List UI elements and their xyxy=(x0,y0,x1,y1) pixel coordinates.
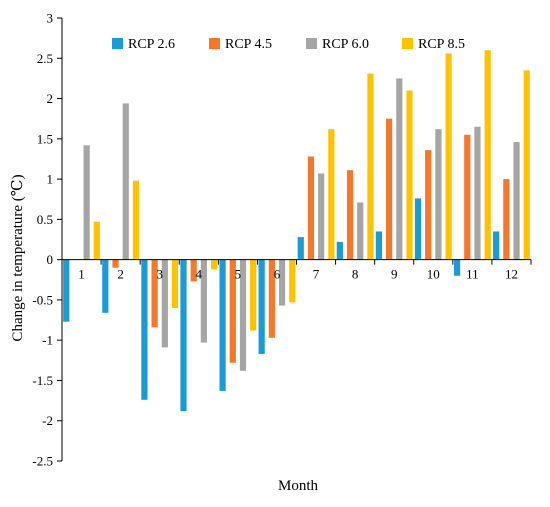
y-tick-label: 0.5 xyxy=(37,212,53,227)
x-tick-label-month-8: 8 xyxy=(352,267,359,282)
legend-label: RCP 8.5 xyxy=(418,37,465,52)
bar-rcp-2-6-month-7 xyxy=(297,237,304,260)
y-tick-label: -2.5 xyxy=(32,454,53,469)
axes-layer xyxy=(61,18,532,461)
bar-rcp-8-5-month-5 xyxy=(250,259,257,331)
bar-rcp-6-0-month-8 xyxy=(357,202,364,260)
bar-rcp-8-5-month-9 xyxy=(406,90,413,260)
x-tick-label-month-9: 9 xyxy=(391,267,398,282)
y-ticks-layer: 3 2.5 2 1.5 1 0.5 0 -0.5 -1 -1.5 -2 -2.5 xyxy=(32,11,62,469)
bar-rcp-2-6-month-4 xyxy=(180,259,187,412)
bar-rcp-4-5-month-3 xyxy=(151,259,158,328)
bar-rcp-8-5-month-4 xyxy=(210,259,218,270)
bar-rcp-6-0-month-10 xyxy=(435,129,442,260)
bar-rcp-4-5-month-11 xyxy=(464,134,471,260)
bar-rcp-4-5-month-12 xyxy=(503,179,510,260)
bar-rcp-8-5-month-2 xyxy=(132,180,140,260)
bar-rcp-2-6-month-6 xyxy=(258,259,265,354)
y-tick-label: 1 xyxy=(47,172,54,187)
bar-rcp-4-5-month-5 xyxy=(229,259,236,363)
bar-rcp-4-5-month-6 xyxy=(268,259,275,338)
bar-rcp-6-0-month-9 xyxy=(396,78,403,260)
bar-rcp-8-5-month-11 xyxy=(484,50,491,260)
legend-swatch xyxy=(402,38,413,49)
bar-rcp-2-6-month-2 xyxy=(102,259,109,313)
legend: RCP 2.6 RCP 4.5 RCP 6.0 RCP 8.5 xyxy=(112,37,465,52)
bars-layer xyxy=(63,50,530,412)
y-tick-label: 3 xyxy=(47,11,54,26)
bar-rcp-8-5-month-10 xyxy=(445,53,452,260)
bar-rcp-2-6-month-5 xyxy=(219,259,226,391)
bar-rcp-8-5-month-7 xyxy=(328,129,335,260)
y-tick-label: 2.5 xyxy=(37,51,53,66)
y-tick-label: 1.5 xyxy=(37,131,53,146)
legend-swatch xyxy=(112,38,123,49)
bar-rcp-2-6-month-12 xyxy=(493,231,500,260)
bar-rcp-8-5-month-6 xyxy=(289,259,296,303)
bar-rcp-2-6-month-11 xyxy=(453,259,461,276)
y-tick-label: -2 xyxy=(42,413,53,428)
bar-rcp-8-5-month-12 xyxy=(523,70,530,260)
bar-rcp-4-5-month-4 xyxy=(190,259,197,282)
bar-rcp-6-0-month-7 xyxy=(318,173,325,260)
bar-rcp-8-5-month-1 xyxy=(93,221,100,260)
bar-rcp-4-5-month-9 xyxy=(386,118,393,260)
legend-label: RCP 4.5 xyxy=(225,37,272,52)
legend-swatch xyxy=(209,38,220,49)
bar-rcp-4-5-month-2 xyxy=(112,259,119,268)
bar-rcp-6-0-month-6 xyxy=(278,259,286,306)
x-tick-label-month-2: 2 xyxy=(117,267,124,282)
bar-rcp-2-6-month-1 xyxy=(63,259,70,322)
x-tick-label-month-1: 1 xyxy=(78,267,85,282)
x-tick-label-month-12: 12 xyxy=(505,267,518,282)
x-tick-label-month-7: 7 xyxy=(313,267,320,282)
y-tick-label: 0 xyxy=(47,252,54,267)
y-tick-label: -0.5 xyxy=(32,292,53,307)
bar-rcp-6-0-month-1 xyxy=(83,145,90,260)
bar-rcp-6-0-month-4 xyxy=(200,259,207,343)
bar-rcp-6-0-month-11 xyxy=(474,126,481,260)
y-axis-title: Change in temperature (℃) xyxy=(10,174,26,341)
x-tick-label-month-3: 3 xyxy=(156,267,163,282)
bar-rcp-4-5-month-10 xyxy=(425,150,432,260)
bar-rcp-4-5-month-8 xyxy=(346,170,354,260)
bar-rcp-8-5-month-8 xyxy=(367,73,374,260)
bar-rcp-8-5-month-3 xyxy=(171,259,179,308)
bar-rcp-2-6-month-10 xyxy=(414,198,422,260)
x-tick-label-month-10: 10 xyxy=(427,267,440,282)
category-labels-layer: 1 2 3 4 5 6 7 8 9 10 11 12 xyxy=(78,267,518,282)
legend-swatch xyxy=(306,38,317,49)
legend-label: RCP 2.6 xyxy=(128,37,175,52)
x-tick-label-month-5: 5 xyxy=(235,267,242,282)
x-axis-title: Month xyxy=(278,478,319,494)
y-tick-label: -1 xyxy=(42,333,53,348)
bar-rcp-6-0-month-12 xyxy=(513,142,520,260)
x-tick-label-month-11: 11 xyxy=(466,267,479,282)
y-tick-label: -1.5 xyxy=(32,373,53,388)
legend-item-rcp-4-5: RCP 4.5 xyxy=(209,37,272,52)
bar-rcp-4-5-month-7 xyxy=(307,156,315,260)
legend-item-rcp-8-5: RCP 8.5 xyxy=(402,37,465,52)
x-tick-label-month-6: 6 xyxy=(274,267,281,282)
legend-item-rcp-6-0: RCP 6.0 xyxy=(306,37,369,52)
bar-rcp-2-6-month-3 xyxy=(141,259,148,400)
legend-item-rcp-2-6: RCP 2.6 xyxy=(112,37,175,52)
bar-rcp-6-0-month-2 xyxy=(122,103,129,260)
bar-rcp-6-0-month-3 xyxy=(161,259,168,348)
x-tick-label-month-4: 4 xyxy=(196,267,203,282)
bar-rcp-2-6-month-8 xyxy=(336,241,343,260)
bar-rcp-2-6-month-9 xyxy=(375,231,383,260)
legend-label: RCP 6.0 xyxy=(322,37,369,52)
bar-rcp-6-0-month-5 xyxy=(239,259,247,371)
y-tick-label: 2 xyxy=(47,91,54,106)
